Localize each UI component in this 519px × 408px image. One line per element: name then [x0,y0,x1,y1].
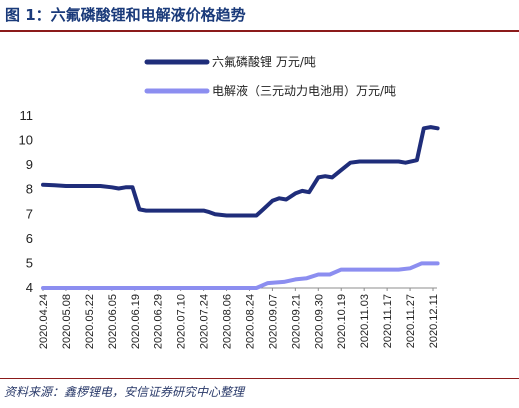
x-tick-label: 2020.05.22 [84,294,96,349]
x-tick-label: 2020.08.24 [244,294,256,349]
x-tick-label: 2020.09.21 [290,294,302,349]
x-tick-label: 2020.06.05 [107,294,119,349]
page-title: 图 1：六氟磷酸锂和电解液价格趋势 [5,6,246,24]
x-tick-label: 2020.06.29 [153,294,165,349]
source-note: 资料来源：鑫椤锂电，安信证券研究中心整理 [4,385,245,399]
plot-area [41,125,440,290]
x-tick-label: 2020.10.19 [336,294,348,349]
x-tick-label: 2020.07.10 [176,294,188,349]
x-tick-label: 2020.04.24 [38,294,50,349]
x-tick-label: 2020.12.11 [428,294,440,348]
x-tick-label: 2020.11.03 [359,294,371,348]
line-chart: 六氟磷酸锂 万元/吨 电解液（三元动力电池用）万元/吨 4 5 6 7 8 9 10 11 2… [19,54,440,349]
y-tick-label: 11 [20,108,34,123]
x-tick-label: 2020.09.07 [267,294,279,349]
title-divider [0,30,519,32]
y-tick-label: 9 [26,157,33,172]
x-axis: 2020.04.24 2020.05.08 2020.05.22 2020.06.05… [38,287,440,349]
x-tick-label: 2020.08.06 [222,294,234,349]
x-tick-label: 2020.09.30 [313,294,325,349]
legend: 六氟磷酸锂 万元/吨 电解液（三元动力电池用）万元/吨 [144,54,396,98]
series-line-2 [41,261,440,290]
y-tick-label: 10 [19,133,33,148]
y-axis: 4 5 6 7 8 9 10 11 [19,108,33,295]
legend-label-series-2: 电解液（三元动力电池用）万元/吨 [212,83,396,98]
legend-label-series-1: 六氟磷酸锂 万元/吨 [212,54,316,69]
y-tick-label: 8 [26,182,33,197]
y-tick-label: 4 [26,280,33,295]
x-tick-label: 2020.07.24 [199,294,211,349]
x-tick-label: 2020.11.17 [382,294,394,348]
y-tick-label: 6 [26,231,33,246]
x-tick-label: 2020.05.08 [61,294,73,349]
title-bar: 图 1：六氟磷酸锂和电解液价格趋势 [0,0,519,30]
x-tick-label: 2020.06.19 [130,294,142,349]
series-line-1 [41,125,440,218]
y-tick-label: 7 [26,206,33,221]
source-divider [0,378,519,379]
x-tick-label: 2020.11.27 [405,294,417,348]
y-tick-label: 5 [26,255,33,270]
